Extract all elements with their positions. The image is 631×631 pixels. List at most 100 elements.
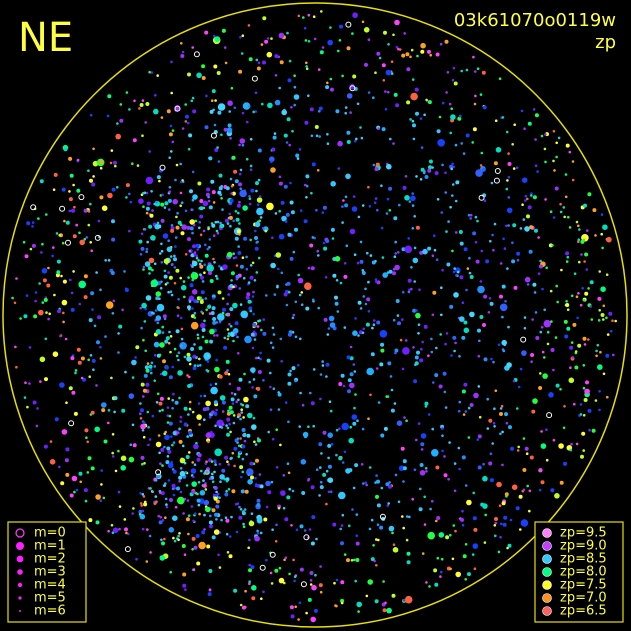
star	[174, 400, 179, 405]
star	[188, 407, 192, 411]
star	[401, 247, 406, 252]
star	[552, 216, 556, 219]
star	[148, 70, 151, 74]
star	[530, 192, 533, 195]
star	[211, 306, 216, 311]
star	[15, 365, 18, 369]
star	[445, 332, 449, 335]
star	[34, 291, 38, 294]
star	[125, 531, 128, 535]
star	[191, 536, 196, 541]
star	[543, 147, 547, 151]
star	[181, 50, 185, 54]
star	[385, 69, 392, 76]
star	[54, 417, 59, 422]
star	[523, 127, 526, 130]
star	[411, 497, 415, 501]
star	[361, 271, 366, 275]
star	[212, 34, 216, 38]
star	[195, 356, 198, 360]
star	[207, 592, 212, 597]
star	[191, 231, 194, 235]
star	[92, 160, 99, 167]
star	[497, 343, 501, 347]
star	[376, 320, 381, 325]
star	[248, 57, 253, 62]
star	[504, 300, 507, 303]
star	[91, 182, 96, 187]
star	[289, 369, 292, 373]
star	[234, 236, 239, 241]
star	[110, 271, 115, 275]
star	[206, 544, 211, 549]
star	[499, 412, 503, 416]
star	[549, 210, 553, 213]
star	[374, 167, 379, 172]
star	[322, 205, 327, 210]
star	[344, 111, 348, 115]
star	[229, 410, 234, 415]
star	[263, 517, 268, 522]
star	[236, 415, 240, 419]
star	[351, 508, 354, 511]
star	[497, 550, 501, 554]
star	[168, 527, 175, 533]
star	[157, 514, 160, 518]
magnitude-label: m=5	[34, 591, 66, 606]
star	[552, 438, 556, 442]
star	[402, 526, 406, 530]
star	[49, 440, 53, 443]
star	[550, 488, 555, 493]
star	[440, 286, 443, 290]
star	[141, 302, 147, 309]
star	[552, 129, 556, 133]
star	[184, 588, 187, 591]
star	[228, 554, 233, 559]
star	[57, 309, 61, 314]
star	[216, 492, 220, 496]
star	[544, 198, 547, 201]
star	[274, 99, 281, 106]
star	[395, 46, 399, 49]
star	[297, 273, 301, 277]
star	[41, 301, 45, 304]
star	[300, 303, 304, 307]
star	[158, 179, 161, 183]
star	[524, 446, 529, 451]
star	[119, 118, 124, 123]
star	[118, 505, 122, 508]
star	[171, 129, 175, 132]
star	[63, 219, 66, 223]
star	[550, 348, 555, 352]
star	[256, 517, 263, 523]
star	[322, 241, 326, 245]
star	[29, 247, 33, 251]
star	[240, 489, 245, 494]
star	[526, 283, 530, 286]
star	[254, 236, 258, 240]
star	[583, 298, 586, 302]
star	[424, 405, 428, 408]
star	[440, 211, 444, 214]
star	[444, 171, 447, 174]
star	[156, 321, 160, 325]
star	[153, 365, 157, 368]
star	[423, 170, 426, 173]
star	[219, 224, 224, 229]
star	[232, 328, 239, 334]
star	[394, 264, 400, 271]
star	[575, 220, 579, 224]
star	[61, 429, 68, 435]
star	[150, 71, 154, 74]
star	[522, 468, 527, 472]
star	[154, 495, 158, 498]
star	[397, 321, 402, 326]
star	[562, 206, 566, 209]
star	[203, 319, 206, 323]
star	[464, 578, 468, 581]
star	[454, 143, 458, 147]
star	[412, 123, 416, 128]
star	[83, 488, 88, 493]
star	[493, 524, 497, 527]
star	[409, 55, 412, 59]
